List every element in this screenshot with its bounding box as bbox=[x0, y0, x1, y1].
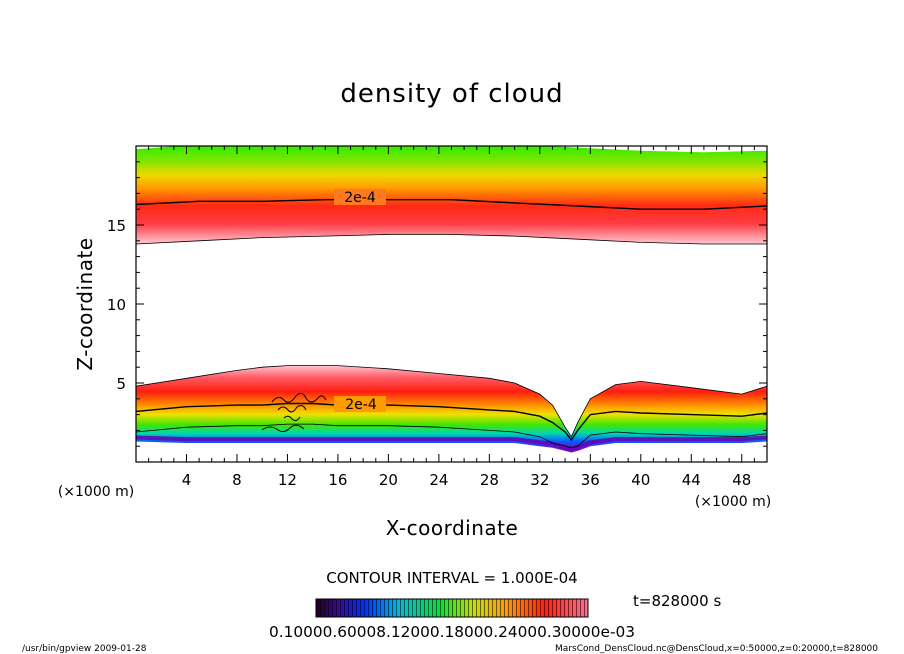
lower-contour-2e-4 bbox=[136, 402, 767, 442]
x-tick-label: 4 bbox=[182, 471, 192, 489]
turbulent-contours bbox=[261, 392, 327, 433]
x-tick-label: 40 bbox=[631, 471, 650, 489]
colorbar-labels: 0.10000.60008.12000.18000.24000.30000e-0… bbox=[269, 623, 635, 641]
x-tick-label: 24 bbox=[429, 471, 448, 489]
upper-layer-lower-boundary bbox=[136, 234, 767, 245]
x-tick-label: 48 bbox=[732, 471, 751, 489]
lower-contour-secondary bbox=[136, 423, 767, 449]
y-tick-label: 5 bbox=[116, 375, 126, 393]
colorbar-frame bbox=[315, 598, 589, 618]
lower-cloud-base bbox=[136, 435, 767, 451]
upper-contour-2e-4 bbox=[136, 199, 767, 210]
y-tick-label: 15 bbox=[107, 217, 126, 235]
footer-right: MarsCond_DensCloud.nc@DensCloud,x=0:5000… bbox=[555, 644, 878, 654]
lower-contour-label-bg bbox=[334, 396, 386, 412]
x-axis-unit: (×1000 m) bbox=[695, 494, 771, 510]
lower-layer-top-boundary bbox=[136, 365, 767, 438]
upper-cloud-layer bbox=[136, 146, 767, 244]
x-tick-label: 36 bbox=[581, 471, 600, 489]
x-tick-label: 44 bbox=[682, 471, 701, 489]
y-axis-label: Z-coordinate bbox=[73, 237, 97, 370]
y-axis-ticks: 5 10 15 bbox=[107, 161, 767, 447]
x-tick-label: 28 bbox=[480, 471, 499, 489]
y-tick-label: 10 bbox=[107, 296, 126, 314]
chart-title: density of cloud bbox=[340, 79, 563, 109]
y-axis-unit: (×1000 m) bbox=[58, 484, 134, 500]
lower-cloud-layer bbox=[136, 365, 767, 453]
x-tick-label: 20 bbox=[379, 471, 398, 489]
plot-content: 2e-4 2e-4 bbox=[136, 146, 767, 462]
contour-interval: CONTOUR INTERVAL = 1.000E-04 bbox=[326, 569, 577, 587]
lower-contour-label: 2e-4 bbox=[345, 397, 377, 413]
x-tick-label: 32 bbox=[530, 471, 549, 489]
footer-left: /usr/bin/gpview 2009-01-28 bbox=[22, 644, 147, 654]
x-axis-ticks: 4 8 12 16 20 24 28 32 36 40 44 48 bbox=[148, 146, 755, 489]
upper-contour-label: 2e-4 bbox=[344, 190, 376, 206]
x-axis-label: X-coordinate bbox=[386, 516, 519, 540]
x-tick-label: 16 bbox=[328, 471, 347, 489]
upper-contour-label-bg bbox=[334, 189, 386, 205]
time-label: t=828000 s bbox=[633, 592, 721, 610]
colorbar-bands bbox=[316, 599, 588, 617]
x-tick-label: 8 bbox=[232, 471, 242, 489]
x-tick-label: 12 bbox=[278, 471, 297, 489]
